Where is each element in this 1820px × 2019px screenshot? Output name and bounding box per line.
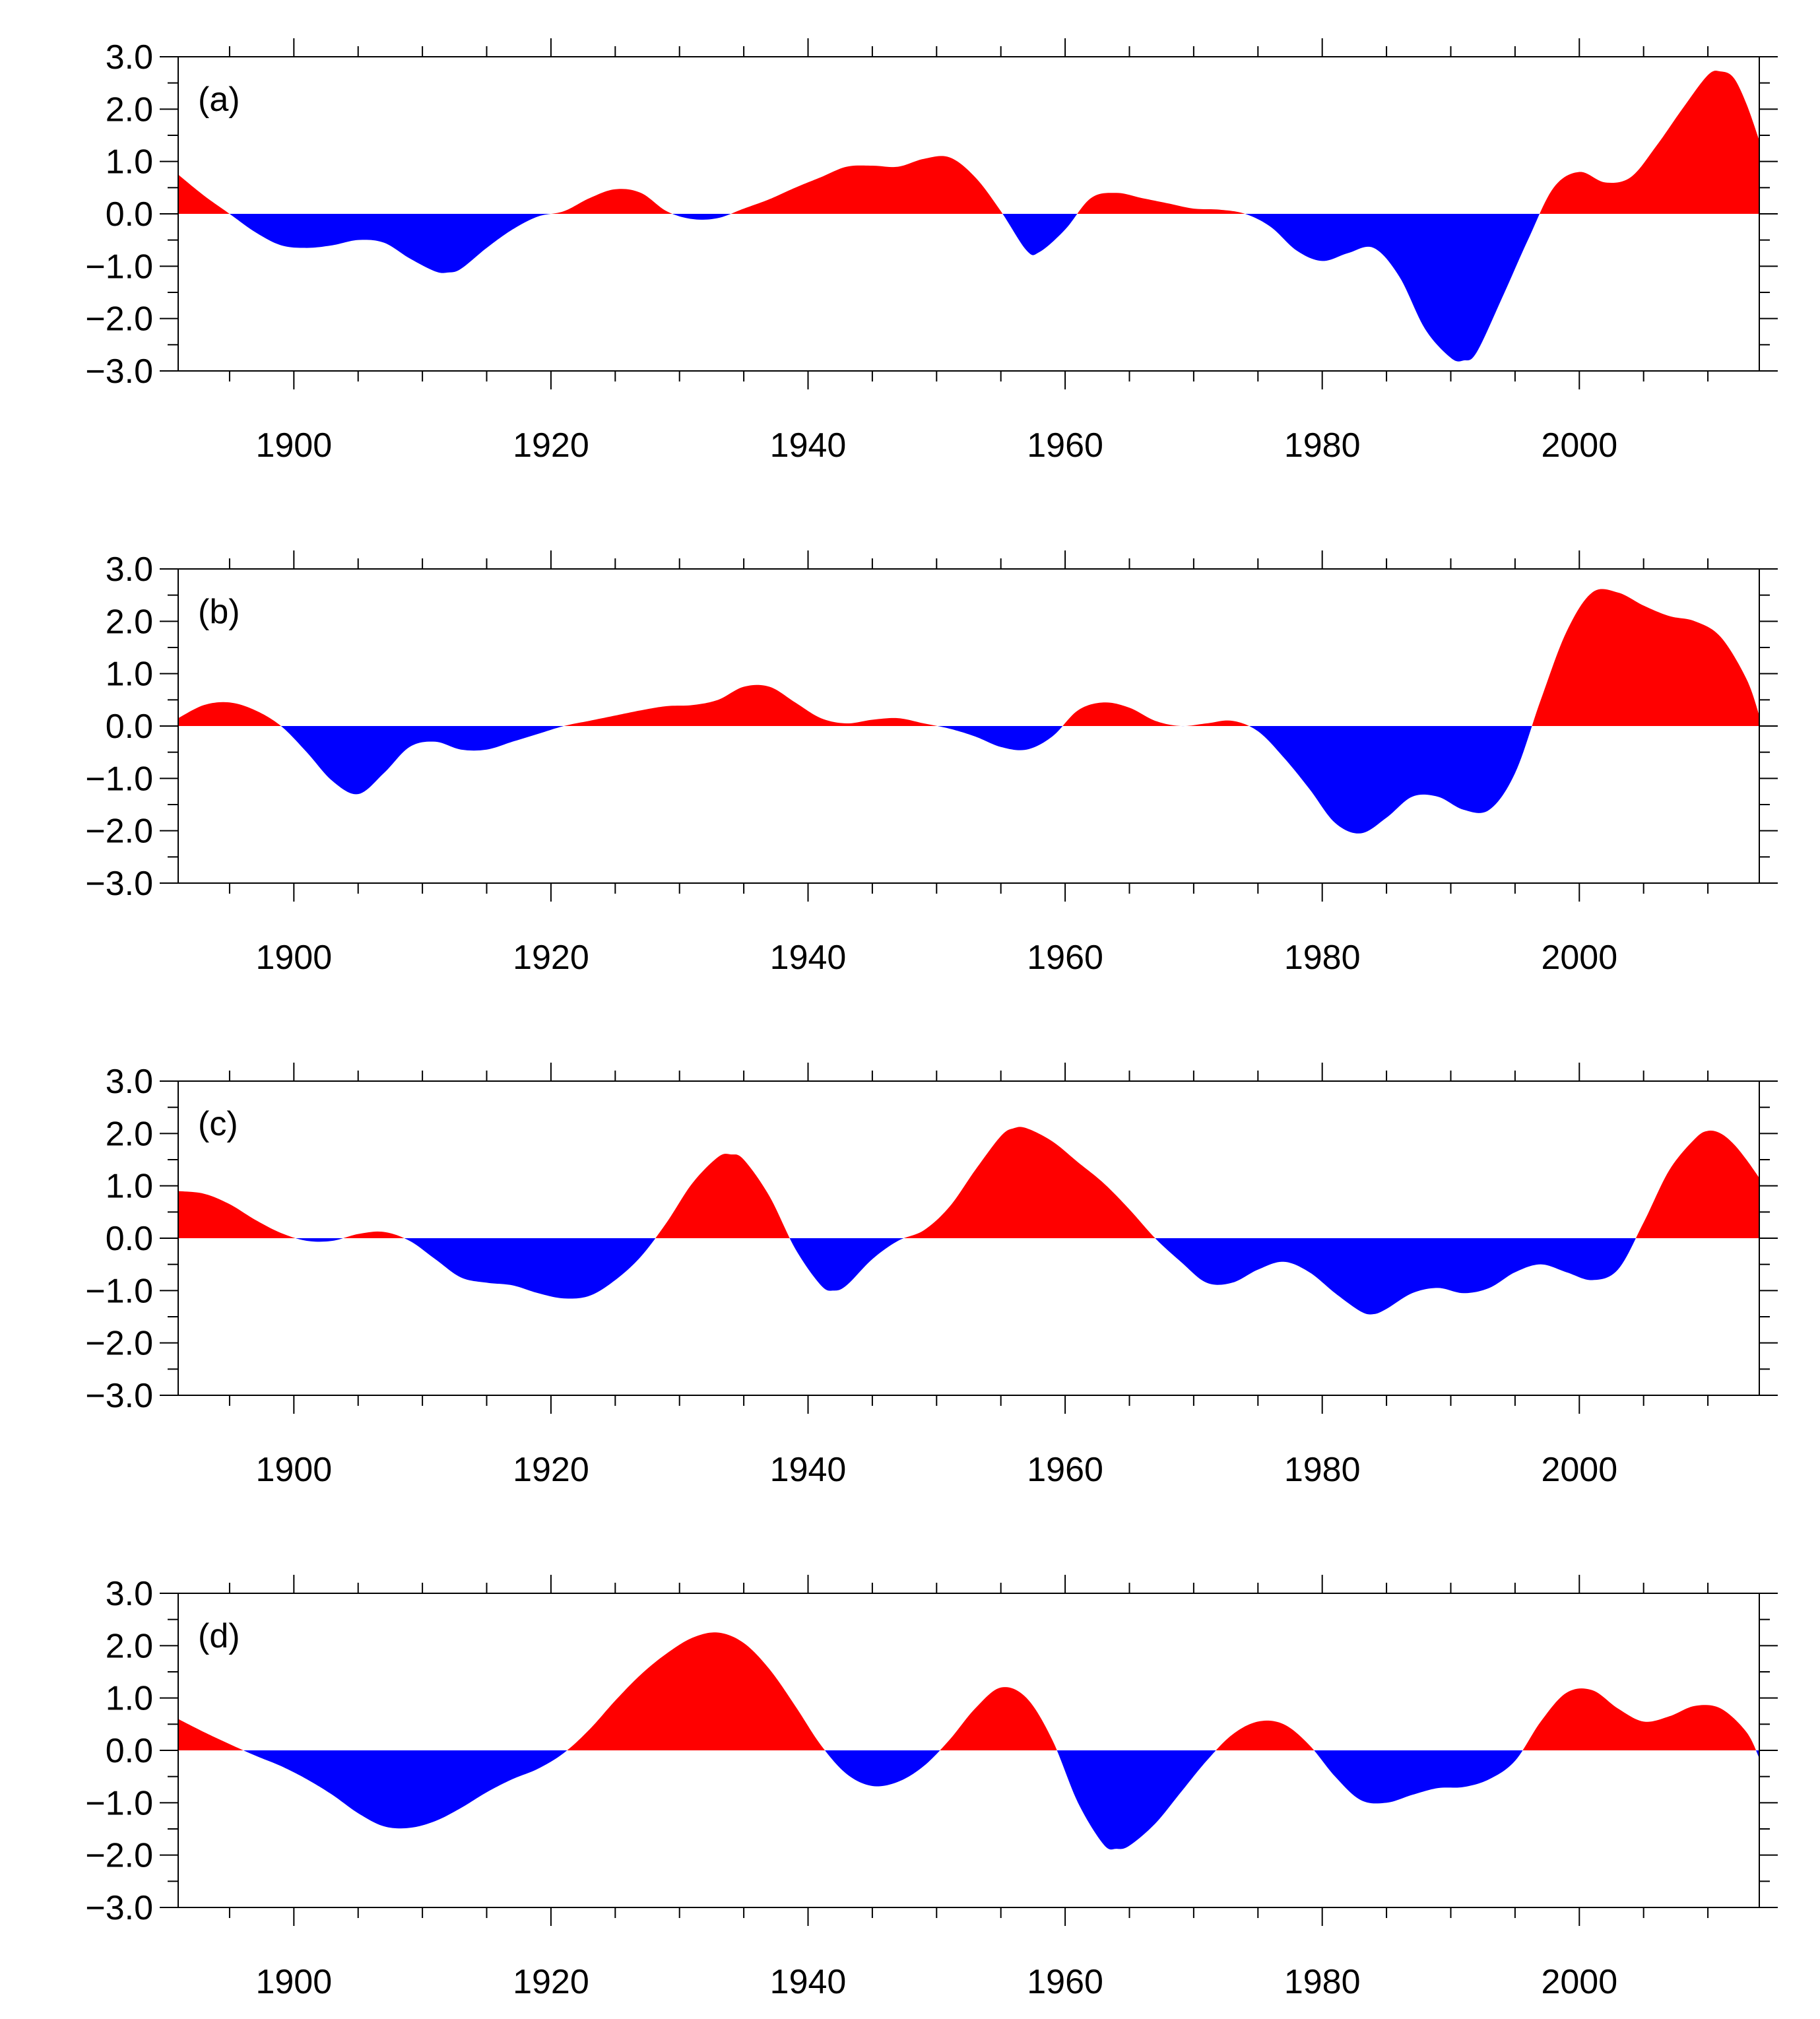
x-tick-label: 1920 [513,939,589,977]
series-area [178,1632,1759,1850]
series-area [178,71,1759,362]
negative-area [178,726,1759,834]
x-tick-label: 1940 [770,1963,847,2001]
series-area [178,589,1759,834]
y-tick-label: −1.0 [85,1784,153,1822]
x-tick-label: 1920 [513,426,589,465]
y-tick-label: 0.0 [106,708,153,746]
positive-area [178,1127,1759,1238]
y-tick-label: 3.0 [106,1063,153,1101]
y-tick-label: −2.0 [85,812,153,851]
series-area [178,1127,1759,1315]
x-tick-label: 1960 [1027,1451,1103,1489]
chart-panel-a: 3.0 2.0 1.0 0.0 −1.0 −2.0 −3.0 1900 1920 1940 1960… [85,38,1778,465]
x-tick-label: 1920 [513,1963,589,2001]
x-tick-label: 2000 [1541,939,1617,977]
y-tick-label: 2.0 [106,1115,153,1153]
x-tick-label: 1940 [770,426,847,465]
y-tick-label: 2.0 [106,90,153,129]
y-tick-label: −3.0 [85,1377,153,1415]
y-tick-label: −2.0 [85,1837,153,1875]
positive-area [178,1632,1759,1750]
y-tick-label: 3.0 [106,1575,153,1613]
y-tick-label: −1.0 [85,760,153,798]
chart-panel-d: 3.0 2.0 1.0 0.0 −1.0 −2.0 −3.0 1900 1920 1940 1960… [85,1575,1778,2001]
x-tick-label: 1960 [1027,939,1103,977]
y-tick-label: −3.0 [85,865,153,903]
y-tick-label: −3.0 [85,352,153,391]
y-tick-label: −3.0 [85,1889,153,1927]
y-tick-label: 0.0 [106,1732,153,1770]
y-tick-label: 2.0 [106,1627,153,1665]
x-tick-label: 1980 [1284,939,1361,977]
x-tick-label: 1900 [255,939,332,977]
y-tick-label: 2.0 [106,603,153,641]
x-tick-label: 1940 [770,1451,847,1489]
positive-area [178,71,1759,214]
panel-label: (d) [198,1617,240,1655]
chart-panel-c: 3.0 2.0 1.0 0.0 −1.0 −2.0 −3.0 1900 1920 1940 1960… [85,1063,1778,1489]
y-tick-label: −2.0 [85,1325,153,1363]
x-tick-label: 1960 [1027,1963,1103,2001]
panel-label: (c) [198,1105,238,1143]
x-tick-label: 1980 [1284,1451,1361,1489]
y-tick-label: 3.0 [106,550,153,589]
y-tick-label: −2.0 [85,300,153,339]
x-tick-label: 1980 [1284,426,1361,465]
x-tick-label: 1940 [770,939,847,977]
x-tick-label: 1960 [1027,426,1103,465]
y-tick-label: −1.0 [85,248,153,286]
y-tick-label: −1.0 [85,1272,153,1310]
positive-area [178,589,1759,726]
x-tick-label: 1920 [513,1451,589,1489]
y-tick-label: 0.0 [106,1220,153,1258]
x-tick-label: 1980 [1284,1963,1361,2001]
negative-area [178,1238,1759,1315]
x-tick-label: 1900 [255,1963,332,2001]
panel-label: (a) [198,81,240,119]
chart-panel-b: 3.0 2.0 1.0 0.0 −1.0 −2.0 −3.0 1900 1920 1940 1960… [85,550,1778,977]
panel-label: (b) [198,593,240,631]
y-tick-label: 0.0 [106,195,153,234]
panels: 3.0 2.0 1.0 0.0 −1.0 −2.0 −3.0 1900 1920 1940 1960… [85,38,1778,2001]
y-tick-label: 1.0 [106,655,153,694]
x-tick-label: 1900 [255,1451,332,1489]
x-tick-label: 2000 [1541,426,1617,465]
y-tick-label: 1.0 [106,1680,153,1718]
x-tick-label: 2000 [1541,1963,1617,2001]
y-tick-label: 1.0 [106,143,153,182]
negative-area [178,214,1759,362]
y-tick-label: 3.0 [106,38,153,77]
negative-area [178,1750,1759,1850]
x-tick-label: 1900 [255,426,332,465]
x-tick-label: 2000 [1541,1451,1617,1489]
y-tick-label: 1.0 [106,1168,153,1206]
